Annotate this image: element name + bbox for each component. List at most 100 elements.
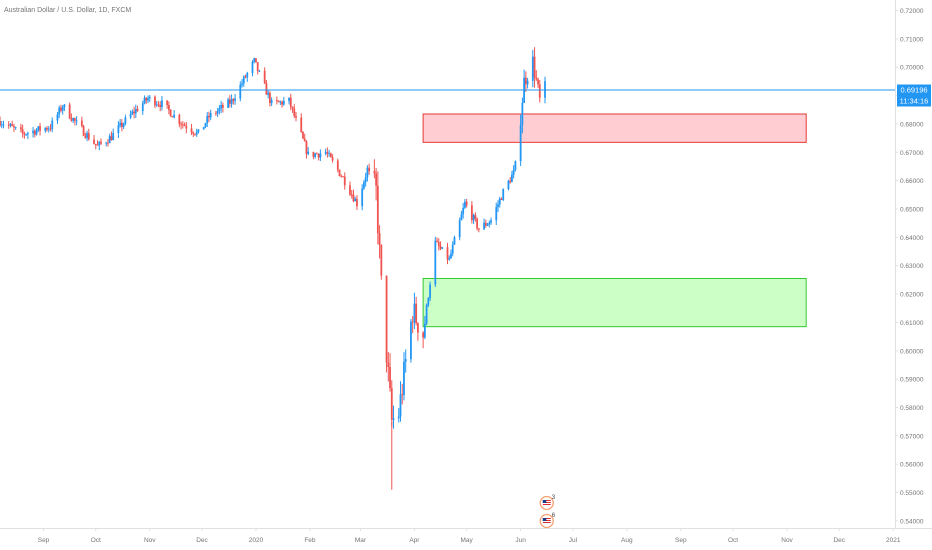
- candle-body: [11, 124, 14, 127]
- candle-body: [33, 130, 36, 135]
- candle: [209, 109, 212, 121]
- event-flags[interactable]: 36: [539, 495, 556, 529]
- us-flag-event[interactable]: 6: [539, 513, 556, 529]
- candle: [265, 80, 268, 95]
- candle: [58, 105, 61, 118]
- candle-body: [288, 97, 290, 101]
- candle: [434, 236, 437, 287]
- candle: [526, 77, 529, 89]
- candle-body: [161, 100, 163, 108]
- time-tick-label: Apr: [409, 537, 420, 544]
- candle-body: [265, 83, 268, 95]
- candle: [80, 116, 83, 128]
- time-axis[interactable]: Sep Oct Nov Dec 2020 Feb Mar Apr May Jun Jul Aug Sep…: [38, 528, 901, 544]
- candle: [49, 124, 52, 132]
- candle-body: [275, 100, 278, 101]
- candle-body: [458, 220, 461, 238]
- candle-body: [147, 98, 149, 101]
- candle: [307, 147, 310, 156]
- candle-body: [392, 418, 395, 420]
- time-tick-label: 2020: [249, 537, 264, 544]
- time-tick-label: Aug: [621, 537, 633, 544]
- candle: [464, 198, 466, 209]
- last-price-value: 0.69196: [900, 86, 927, 95]
- candle-body: [255, 58, 257, 63]
- candle: [220, 100, 223, 114]
- candle-body: [86, 133, 88, 138]
- candle-body: [448, 258, 451, 260]
- candle: [350, 190, 353, 199]
- candle-body: [324, 152, 327, 154]
- candle: [338, 169, 341, 177]
- candle: [270, 97, 273, 106]
- candle-body: [209, 113, 212, 118]
- price-axis[interactable]: 0.720000.710000.700000.690000.680000.670…: [895, 8, 924, 525]
- candle: [108, 133, 111, 144]
- candle-body: [93, 139, 95, 144]
- candle: [507, 179, 510, 191]
- candle-body: [154, 96, 156, 106]
- candle-body: [73, 118, 76, 121]
- candle-body: [105, 142, 108, 144]
- candle-body: [295, 115, 297, 118]
- candle: [361, 184, 364, 211]
- candle-body: [531, 56, 534, 81]
- candle: [215, 110, 217, 116]
- candle: [453, 235, 456, 245]
- candle: [32, 127, 34, 138]
- candle-body: [202, 126, 205, 130]
- price-tick-label: 0.60000: [900, 348, 924, 355]
- candle-body: [403, 361, 405, 395]
- candle: [159, 101, 162, 112]
- candle: [143, 95, 146, 105]
- candle-body: [340, 175, 343, 177]
- candle-body: [253, 58, 256, 62]
- candle-body: [450, 253, 452, 259]
- candle: [326, 147, 329, 158]
- candle-body: [131, 111, 134, 115]
- candle-body: [181, 124, 184, 126]
- candle: [495, 202, 498, 226]
- resistance-zone: [422, 113, 807, 143]
- candle-body: [293, 108, 296, 116]
- candle-body: [220, 105, 223, 109]
- candle-body: [429, 284, 431, 299]
- candle-body: [434, 240, 437, 285]
- candle-body: [63, 104, 66, 107]
- candle: [349, 181, 351, 197]
- candle: [145, 97, 148, 104]
- candle: [84, 132, 87, 139]
- candle: [232, 97, 235, 105]
- candle-body: [521, 102, 524, 125]
- candle-body: [9, 124, 12, 126]
- candle-body: [350, 194, 353, 196]
- candle-body: [168, 105, 170, 110]
- candle: [387, 352, 390, 382]
- candle-body: [338, 169, 341, 176]
- candle: [375, 167, 378, 201]
- time-tick-label: Nov: [781, 537, 793, 544]
- price-tick-label: 0.66000: [900, 178, 924, 185]
- candle: [352, 189, 355, 203]
- candle-body: [155, 104, 158, 106]
- candle-body: [464, 201, 466, 208]
- candle: [11, 120, 14, 127]
- candle: [340, 174, 343, 178]
- time-tick-label: Feb: [304, 537, 316, 544]
- candle: [195, 128, 198, 137]
- candle-body: [51, 120, 54, 130]
- candle: [23, 131, 26, 139]
- candle: [120, 119, 123, 132]
- candle: [98, 140, 101, 151]
- us-flag-event[interactable]: 3: [539, 495, 556, 511]
- candle: [512, 165, 515, 179]
- candle: [404, 349, 407, 373]
- candle: [251, 60, 254, 77]
- candle: [136, 105, 139, 112]
- candle: [122, 122, 125, 129]
- candle: [47, 126, 50, 133]
- candle: [446, 242, 449, 265]
- candle: [181, 121, 184, 129]
- candle-body: [385, 275, 388, 363]
